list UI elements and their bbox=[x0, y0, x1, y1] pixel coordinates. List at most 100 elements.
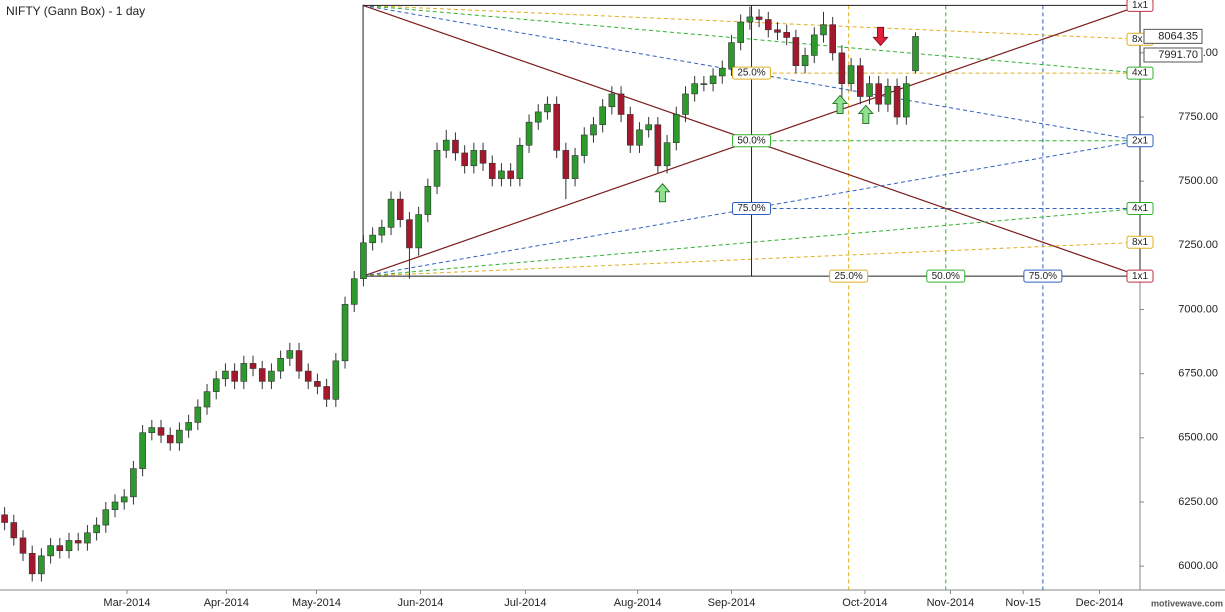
candle-body bbox=[654, 124, 662, 167]
candle-body bbox=[231, 370, 238, 382]
signal-arrow bbox=[872, 26, 889, 47]
candle-body bbox=[783, 32, 790, 38]
x-tick-label: Mar-2014 bbox=[103, 597, 150, 609]
candle-body bbox=[820, 24, 827, 36]
candle-body bbox=[396, 198, 404, 220]
gann-fan-label-box bbox=[1126, 201, 1154, 215]
candle-body bbox=[838, 52, 846, 84]
candle-body bbox=[488, 162, 496, 179]
watermark: motivewave.com bbox=[1151, 598, 1223, 608]
candle-body bbox=[258, 368, 266, 382]
candle-body bbox=[902, 83, 910, 118]
x-tick-label: Jun-2014 bbox=[398, 597, 444, 609]
gann-fan-label: 8x1 bbox=[1132, 34, 1149, 45]
candle-body bbox=[912, 36, 919, 72]
candle-body bbox=[148, 427, 156, 433]
candle-body bbox=[599, 106, 606, 126]
candle-body bbox=[498, 170, 505, 179]
candle-body bbox=[176, 429, 183, 444]
candle-body bbox=[212, 378, 220, 392]
candle-body bbox=[866, 83, 873, 97]
gann-time-label-box bbox=[829, 269, 869, 283]
candle-body bbox=[304, 370, 312, 382]
candle-body bbox=[636, 129, 643, 146]
candle-body bbox=[433, 150, 441, 187]
candle-body bbox=[47, 545, 54, 557]
gann-time-label-box bbox=[926, 269, 966, 283]
gann-time-label: 75.0% bbox=[1029, 271, 1057, 282]
y-tick-label: 6500.00 bbox=[1178, 432, 1218, 444]
gann-fan-label: 4x1 bbox=[1132, 203, 1149, 214]
candle-body bbox=[645, 124, 652, 131]
candle-body bbox=[222, 370, 229, 380]
candle-body bbox=[617, 93, 625, 115]
x-tick-label: Jul-2014 bbox=[504, 597, 546, 609]
candle-body bbox=[350, 278, 358, 305]
candle-body bbox=[93, 524, 100, 534]
candle-body bbox=[755, 16, 763, 20]
candle-body bbox=[856, 65, 864, 97]
candle-body bbox=[709, 75, 717, 84]
candle-body bbox=[249, 363, 257, 369]
gann-fan-label-box bbox=[1126, 66, 1154, 80]
candle-body bbox=[295, 350, 303, 372]
candle-body bbox=[240, 363, 248, 382]
candle-body bbox=[801, 55, 809, 66]
price-label-box bbox=[1143, 28, 1203, 44]
gann-fan-label: 8x1 bbox=[1132, 237, 1149, 248]
candle-body bbox=[19, 537, 27, 554]
candle-body bbox=[102, 509, 110, 526]
candle-body bbox=[56, 545, 64, 552]
candle-body bbox=[590, 124, 597, 136]
candle-body bbox=[203, 391, 211, 408]
candle-body bbox=[875, 83, 882, 105]
candle-body bbox=[571, 155, 579, 179]
candle-body bbox=[111, 501, 119, 510]
candle-body bbox=[157, 427, 165, 436]
candle-body bbox=[884, 85, 892, 105]
price-label: 7991.70 bbox=[1158, 49, 1198, 61]
y-tick-label: 6000.00 bbox=[1178, 560, 1218, 572]
candle-body bbox=[470, 150, 478, 167]
x-tick-label: Nov-2014 bbox=[927, 597, 975, 609]
price-label: 8064.35 bbox=[1158, 30, 1198, 42]
x-tick-label: Nov-15 bbox=[1005, 597, 1040, 609]
candle-body bbox=[626, 114, 634, 146]
candle-body bbox=[764, 19, 772, 31]
candle-body bbox=[774, 29, 781, 33]
x-tick-label: Aug-2014 bbox=[614, 597, 662, 609]
gann-price-label-box bbox=[732, 134, 772, 148]
candle-body bbox=[10, 522, 18, 539]
y-tick-label: 7000.00 bbox=[1178, 303, 1218, 315]
gann-price-label-box bbox=[732, 66, 772, 80]
gann-fan-label-box bbox=[1126, 134, 1154, 148]
candle-body bbox=[580, 134, 588, 156]
y-tick-label: 6250.00 bbox=[1178, 496, 1218, 508]
candle-body bbox=[185, 422, 192, 431]
y-tick-label: 7250.00 bbox=[1178, 239, 1218, 251]
gann-price-label: 50.0% bbox=[737, 135, 765, 146]
candle-body bbox=[277, 357, 284, 372]
candle-body bbox=[84, 532, 91, 544]
gann-price-label: 75.0% bbox=[737, 203, 765, 214]
candle-body bbox=[130, 468, 137, 498]
signal-arrow bbox=[654, 182, 671, 203]
candle-body bbox=[74, 540, 82, 544]
y-tick-label: 7500.00 bbox=[1178, 175, 1218, 187]
candle-body bbox=[65, 540, 73, 552]
candle-body bbox=[286, 350, 294, 359]
candle-body bbox=[792, 37, 800, 66]
candle-body bbox=[810, 34, 818, 56]
candle-body bbox=[829, 24, 836, 54]
x-tick-label: Dec-2014 bbox=[1076, 597, 1124, 609]
candle-body bbox=[691, 83, 698, 95]
candle-body bbox=[424, 186, 432, 215]
gann-fan bbox=[363, 207, 1141, 277]
candle-body bbox=[332, 360, 340, 400]
candle-body bbox=[507, 170, 514, 179]
candle-body bbox=[663, 142, 671, 167]
candle-body bbox=[28, 553, 36, 575]
candle-body bbox=[323, 386, 330, 400]
candle-body bbox=[516, 144, 524, 179]
